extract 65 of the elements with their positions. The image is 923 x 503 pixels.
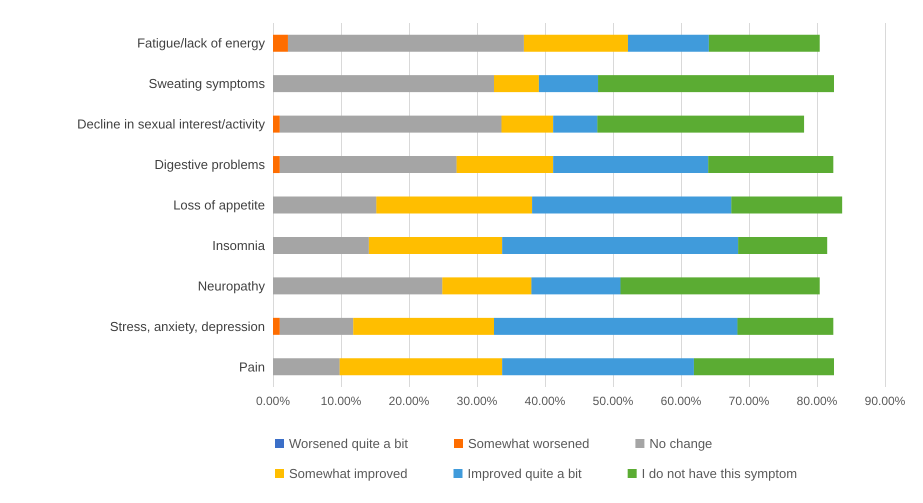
bar [442, 277, 532, 294]
bar [340, 358, 502, 376]
y-tick-label: Insomnia [212, 238, 266, 253]
legend-label: No change [649, 436, 712, 451]
bar [737, 318, 834, 335]
bar [731, 196, 842, 214]
bar [553, 116, 598, 133]
bar [501, 116, 554, 133]
x-tick-label: 40.00% [524, 394, 566, 408]
bar [353, 318, 494, 335]
y-tick-label: Loss of appetite [173, 198, 265, 212]
bar [494, 318, 738, 335]
legend-label: Somewhat improved [289, 466, 408, 481]
y-tick-label: Fatigue/lack of energy [137, 36, 266, 51]
bar [628, 34, 709, 52]
bar [273, 34, 288, 52]
y-tick-label: Stress, anxiety, depression [110, 318, 265, 334]
y-tick-label: Pain [238, 359, 265, 374]
x-tick-label: 20.00% [388, 394, 430, 408]
x-tick-label: 80.00% [796, 394, 838, 408]
legend-label: Worsened quite a bit [289, 436, 408, 451]
legend-label: Improved quite a bit [468, 466, 582, 481]
bar [280, 156, 457, 174]
bar [502, 236, 738, 254]
x-tick-label: 30.00% [456, 394, 498, 408]
bar [273, 318, 280, 335]
bar [598, 75, 834, 92]
bar [456, 156, 554, 174]
bar [273, 156, 280, 174]
bar [273, 196, 376, 214]
bar [532, 196, 732, 214]
bar [708, 34, 820, 52]
bar [553, 156, 708, 174]
bar [694, 358, 834, 376]
x-tick-label: 90.00% [864, 394, 906, 408]
bar [494, 75, 539, 92]
x-tick-label: 10.00% [320, 394, 362, 408]
bar [538, 75, 598, 92]
bar [273, 358, 340, 376]
legend-label: I do not have this symptom [642, 466, 798, 481]
bar [708, 156, 834, 174]
bar [273, 116, 280, 133]
bar [502, 358, 694, 376]
bar [524, 34, 628, 52]
y-tick-label: Neuropathy [198, 278, 266, 294]
x-tick-label: 50.00% [592, 394, 634, 408]
bar [280, 116, 502, 133]
bar [273, 277, 442, 294]
y-tick-label: Digestive problems [154, 157, 266, 172]
bar [376, 196, 532, 214]
bar [738, 236, 828, 254]
y-tick-label: Decline in sexual interest/activity [77, 116, 266, 132]
y-tick-label: Sweating symptoms [148, 76, 266, 92]
bar [273, 236, 369, 254]
bar [531, 277, 620, 294]
x-tick-label: 60.00% [660, 394, 702, 408]
bar [597, 116, 804, 133]
x-tick-label: 0.00% [256, 394, 290, 408]
bar [288, 34, 524, 52]
bar [368, 236, 502, 254]
legend-label: Somewhat worsened [468, 436, 590, 451]
bar [620, 277, 820, 294]
bar [280, 318, 354, 335]
x-tick-label: 70.00% [728, 394, 770, 408]
bar [273, 75, 494, 92]
